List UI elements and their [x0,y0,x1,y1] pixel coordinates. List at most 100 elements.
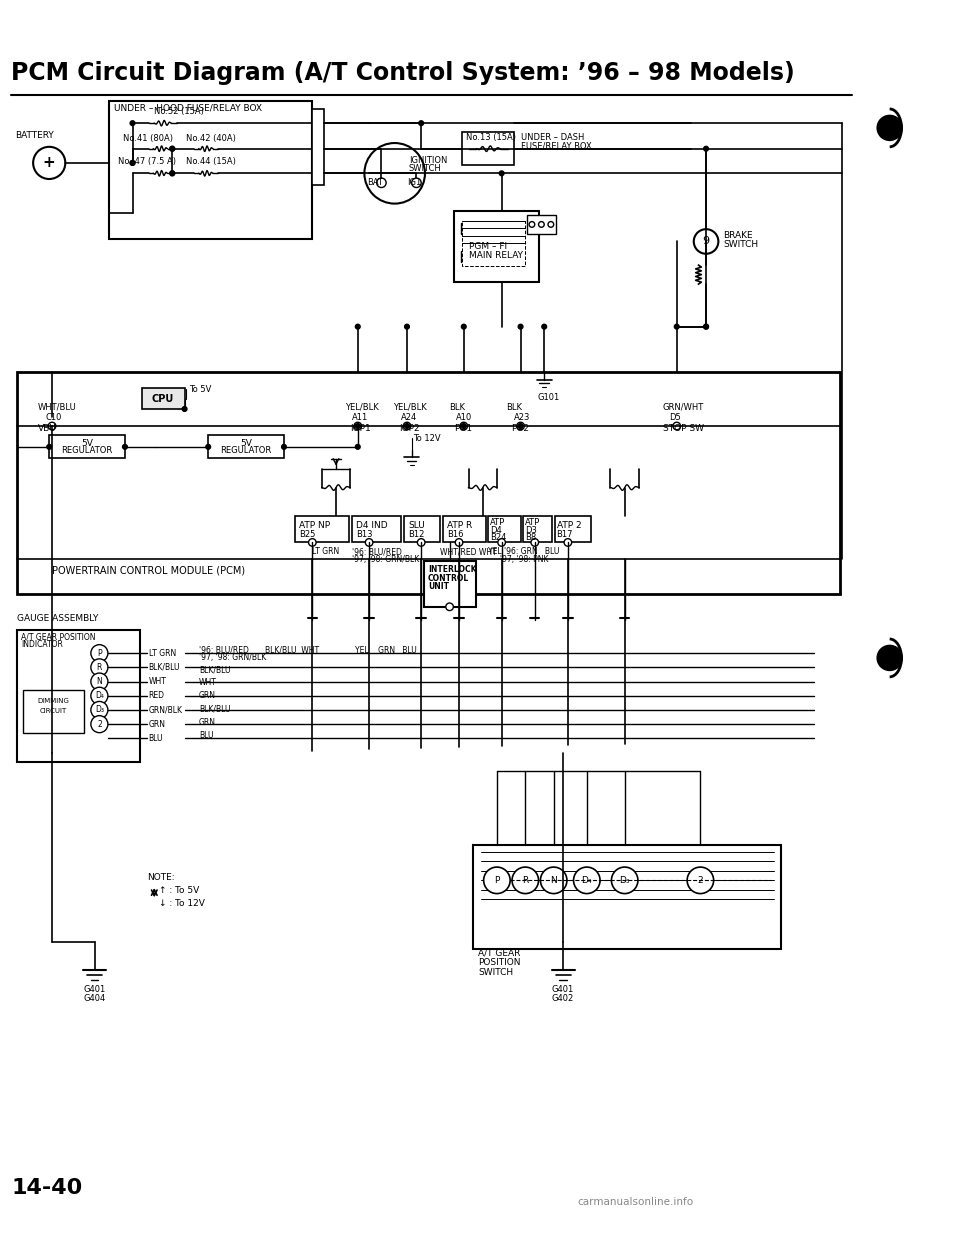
Circle shape [484,867,510,893]
Circle shape [355,324,360,329]
Circle shape [365,143,425,204]
Text: BLK/BLU: BLK/BLU [149,663,180,672]
Text: No.13 (15A): No.13 (15A) [466,133,516,142]
Bar [108,102,312,238]
Text: FUSE/RELAY BOX: FUSE/RELAY BOX [520,142,591,150]
Text: ATP NP: ATP NP [300,520,330,530]
Text: BAT: BAT [368,179,383,188]
Circle shape [281,445,286,450]
Circle shape [205,445,210,450]
Text: NOTE:: NOTE: [147,873,175,882]
Circle shape [170,147,175,152]
Circle shape [460,422,468,430]
Text: INDICATOR: INDICATOR [21,640,62,650]
Circle shape [531,539,539,546]
Text: UNIT: UNIT [428,582,449,591]
Text: WHT/BLU: WHT/BLU [37,402,77,411]
Text: GRN: GRN [149,719,165,729]
Text: GRN/BLK: GRN/BLK [149,705,182,714]
Text: ATP R: ATP R [446,520,472,530]
Circle shape [354,422,362,430]
Text: '97, '98: PNK: '97, '98: PNK [489,555,549,564]
Circle shape [704,324,708,329]
Circle shape [91,702,108,718]
Text: B16: B16 [446,530,464,539]
Text: GRN: GRN [199,718,216,727]
Bar [296,515,349,543]
Bar [142,389,184,409]
Text: STOP SW: STOP SW [662,425,704,433]
Bar [352,515,401,543]
Text: WHT: WHT [199,678,217,687]
Bar [208,436,284,458]
Circle shape [462,424,467,428]
Text: A/T GEAR: A/T GEAR [478,949,520,958]
Text: '97, '98: GRN/BLK: '97, '98: GRN/BLK [199,653,266,662]
Circle shape [403,422,411,430]
Text: 14-40: 14-40 [12,1177,83,1199]
Text: '96: BLU/RED: '96: BLU/RED [199,646,249,655]
Bar [424,561,476,607]
Text: To 5V: To 5V [189,385,211,394]
Text: IGP1: IGP1 [350,425,371,433]
Text: No.42 (40A): No.42 (40A) [185,134,235,143]
Text: B12: B12 [408,530,424,539]
Circle shape [674,324,679,329]
Bar [49,436,125,458]
Text: A24: A24 [401,414,418,422]
Circle shape [673,422,681,430]
Circle shape [170,171,175,175]
Circle shape [518,424,523,428]
Circle shape [419,120,423,125]
Circle shape [516,422,524,430]
Text: PGM – FI: PGM – FI [468,242,507,251]
Text: BATTERY: BATTERY [15,130,54,140]
Circle shape [573,867,600,893]
Text: D5: D5 [669,414,681,422]
Text: VBU: VBU [37,425,57,433]
Circle shape [170,171,175,175]
Circle shape [131,160,134,165]
Text: LT GRN: LT GRN [312,548,340,556]
Text: CPU: CPU [152,394,174,404]
Bar [462,132,514,165]
Circle shape [123,445,128,450]
Text: G101: G101 [538,394,560,402]
Bar [523,515,552,543]
Text: PCM Circuit Diagram (A/T Control System: ’96 – 98 Models): PCM Circuit Diagram (A/T Control System:… [12,61,795,86]
Text: D4 IND: D4 IND [356,520,388,530]
Text: WHT/RED WHT: WHT/RED WHT [440,548,497,556]
Text: IGNITION: IGNITION [409,155,447,165]
Text: BRAKE: BRAKE [723,231,753,240]
Text: D3: D3 [525,525,538,534]
Text: +: + [43,155,56,170]
Text: PG2: PG2 [511,425,529,433]
Circle shape [355,445,360,450]
Circle shape [91,715,108,733]
Circle shape [91,673,108,691]
Bar [443,515,486,543]
Circle shape [529,221,535,227]
Circle shape [91,687,108,704]
Circle shape [499,171,504,175]
Circle shape [170,147,175,152]
Text: SWITCH: SWITCH [409,164,442,173]
Text: WHT: WHT [149,677,166,686]
Text: To 12V: To 12V [413,433,441,443]
Circle shape [704,147,708,152]
Circle shape [455,539,463,546]
Circle shape [34,147,65,179]
Circle shape [355,424,360,428]
Circle shape [366,539,372,546]
Text: No.41 (80A): No.41 (80A) [123,134,173,143]
Text: G402: G402 [552,994,574,1004]
Circle shape [412,178,421,188]
Bar [489,515,520,543]
Text: SWITCH: SWITCH [723,240,758,248]
Text: UNDER – HOOD FUSE/RELAY BOX: UNDER – HOOD FUSE/RELAY BOX [113,103,261,113]
Text: G401: G401 [552,985,574,994]
Bar [23,691,84,733]
Circle shape [539,221,544,227]
Text: REGULATOR: REGULATOR [61,446,112,455]
Text: G401: G401 [84,985,106,994]
